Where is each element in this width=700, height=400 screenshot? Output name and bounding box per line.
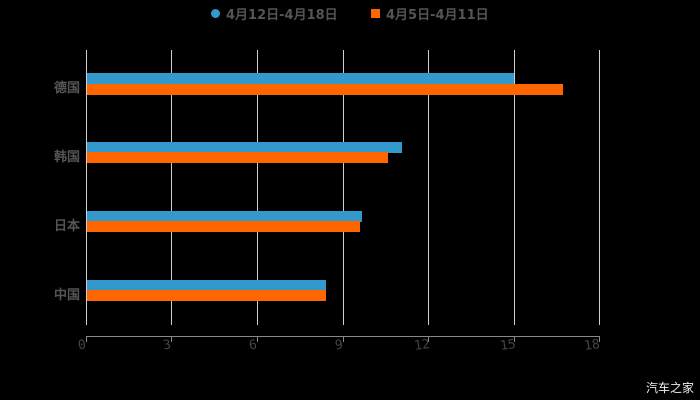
category-label-korea: 韩国 [53, 150, 80, 165]
category-label-japan: 日本 [53, 219, 80, 234]
gridline [343, 50, 344, 325]
gridline [86, 50, 87, 325]
bar-korea-apr12-18[interactable] [87, 142, 402, 153]
gridline [171, 50, 172, 325]
legend-label: 4月12日-4月18日 [226, 8, 338, 23]
bar-japan-apr5-11[interactable] [87, 221, 360, 232]
bar-germany-apr5-11[interactable] [87, 84, 563, 95]
x-tick-label: 12 [413, 336, 431, 355]
category-label-germany: 德国 [53, 81, 80, 96]
watermark-autohome: 汽车之家 [645, 381, 694, 395]
x-tick [514, 336, 515, 342]
gridline [257, 50, 258, 325]
chart-legend: 4月12日-4月18日 4月5日-4月11日 [0, 4, 700, 24]
gridline [599, 50, 600, 325]
gridline [514, 50, 515, 325]
category-label-china: 中国 [53, 288, 80, 303]
x-axis [86, 336, 599, 337]
legend-label: 4月5日-4月11日 [386, 8, 489, 23]
gridline [428, 50, 429, 325]
x-tick [257, 336, 258, 342]
x-tick [343, 336, 344, 342]
x-tick [599, 336, 600, 342]
bar-japan-apr12-18[interactable] [87, 211, 362, 222]
x-tick [171, 336, 172, 342]
bar-korea-apr5-11[interactable] [87, 152, 388, 163]
bar-china-apr5-11[interactable] [87, 290, 326, 301]
legend-item-week-apr5-11[interactable]: 4月5日-4月11日 [371, 4, 489, 23]
x-tick [86, 336, 87, 342]
legend-square-orange-icon [371, 9, 380, 18]
bar-china-apr12-18[interactable] [87, 280, 326, 291]
x-tick-label: 18 [583, 336, 601, 355]
legend-dot-blue-icon [211, 9, 220, 18]
bar-germany-apr12-18[interactable] [87, 73, 514, 84]
x-tick-label: 15 [499, 336, 517, 355]
x-tick [428, 336, 429, 342]
legend-item-week-apr12-18[interactable]: 4月12日-4月18日 [211, 4, 338, 23]
